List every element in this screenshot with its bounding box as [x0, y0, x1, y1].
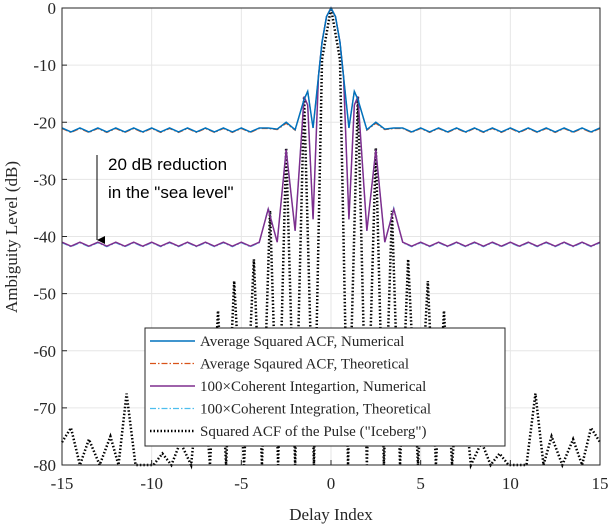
legend-label: Average Sqaured ACF, Theoretical [200, 357, 409, 373]
ticks: -15 -10 -5 0 5 10 15-80-70-60-50-40-30-20-100 [33, 0, 608, 493]
y-tick-label: -80 [33, 456, 56, 475]
y-tick-label: -10 [33, 56, 56, 75]
x-axis-label: Delay Index [289, 505, 373, 524]
y-tick-label: -20 [33, 113, 56, 132]
x-tick-label: 15 [592, 474, 609, 493]
y-tick-label: -60 [33, 342, 56, 361]
x-tick-label: 10 [502, 474, 519, 493]
x-tick-label: -15 [51, 474, 74, 493]
x-tick-label: 0 [327, 474, 336, 493]
x-tick-label: -5 [234, 474, 248, 493]
legend-label: 100×Coherent Integration, Theoretical [200, 402, 431, 418]
y-tick-label: -40 [33, 228, 56, 247]
annotation: 20 dB reduction [108, 155, 227, 174]
annotation: in the "sea level" [108, 183, 233, 202]
y-axis-label: Ambiguity Level (dB) [2, 161, 21, 313]
legend-label: 100×Coherent Integartion, Numerical [200, 379, 426, 395]
legend: Average Squared ACF, Numerical Average Sq… [144, 327, 506, 447]
legend-label: Squared ACF of the Pulse ("Iceberg") [200, 424, 427, 440]
x-tick-label: 5 [416, 474, 425, 493]
grid [61, 7, 601, 466]
x-tick-label: -10 [140, 474, 163, 493]
y-tick-label: -30 [33, 170, 56, 189]
y-tick-label: -50 [33, 285, 56, 304]
legend-label: Average Squared ACF, Numerical [200, 334, 404, 350]
y-tick-label: 0 [48, 0, 57, 18]
y-tick-label: -70 [33, 399, 56, 418]
legend-box [144, 327, 506, 447]
